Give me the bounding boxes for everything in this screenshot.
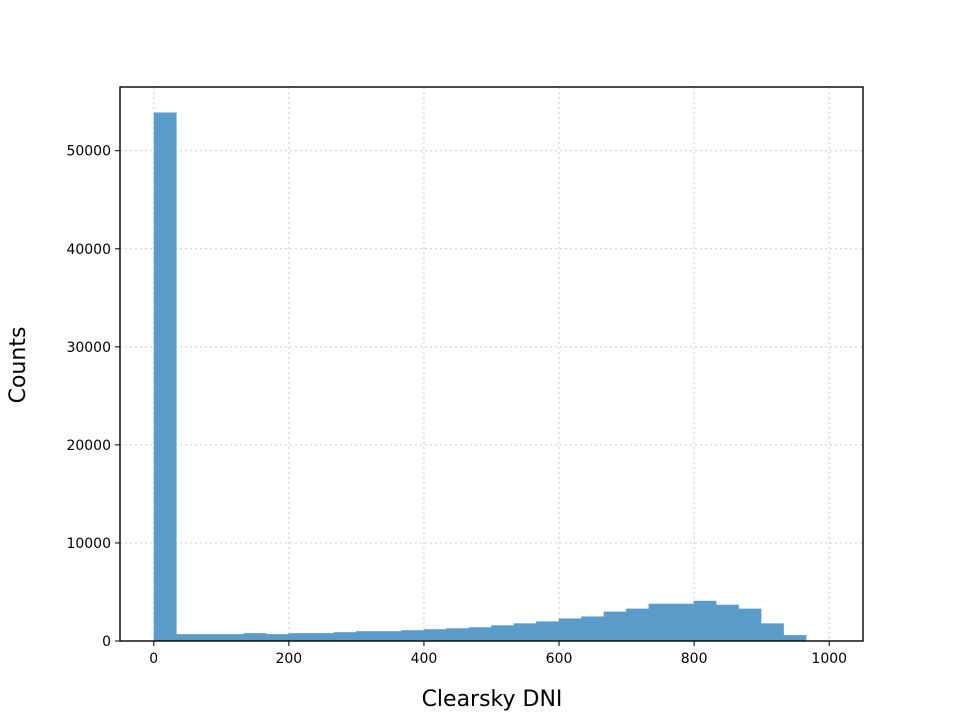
histogram-bar	[423, 629, 447, 641]
histogram-bar	[401, 630, 424, 641]
y-tick-label: 30000	[66, 340, 111, 356]
histogram-bar	[333, 632, 357, 641]
histogram-bar	[536, 621, 559, 641]
x-tick-label: 0	[149, 651, 158, 667]
x-tick-label: 1000	[811, 651, 847, 667]
histogram-bar	[198, 634, 222, 641]
histogram-bar	[648, 603, 672, 641]
histogram-bar	[266, 634, 290, 641]
y-tick-label: 10000	[66, 536, 111, 552]
x-tick-label: 800	[681, 651, 708, 667]
y-tick-label: 0	[102, 634, 111, 650]
x-tick-label: 400	[411, 651, 438, 667]
histogram-bar	[176, 634, 200, 641]
x-axis-label: Clearsky DNI	[422, 687, 563, 712]
x-tick-label: 600	[546, 651, 573, 667]
y-gridlines	[120, 150, 863, 642]
histogram-bar	[581, 616, 604, 641]
y-tick-label: 50000	[66, 144, 111, 160]
histogram-bar	[356, 631, 379, 641]
x-axis-ticks: 0 200 400 600 800 1000	[149, 641, 847, 667]
y-axis-label: Counts	[6, 327, 31, 404]
histogram-bar	[468, 627, 492, 641]
histogram-bar	[446, 628, 469, 641]
y-tick-label: 20000	[66, 438, 111, 454]
y-tick-label: 40000	[66, 242, 111, 258]
histogram-bar	[693, 600, 717, 641]
plot-area-frame	[119, 86, 864, 642]
histogram-bar	[491, 625, 514, 641]
histogram-bar	[558, 618, 582, 641]
x-gridlines	[153, 87, 830, 641]
histogram-bar	[603, 611, 627, 641]
histogram-bar	[378, 631, 402, 641]
y-axis-ticks: 0 10000 20000 30000 40000 50000	[66, 144, 120, 650]
histogram-bar	[513, 623, 537, 641]
histogram-bar	[783, 635, 807, 641]
histogram-bar	[716, 604, 739, 641]
histogram-bars	[153, 112, 807, 642]
histogram-bar	[311, 633, 335, 641]
histogram-bar	[221, 634, 245, 641]
histogram-bar	[243, 633, 267, 641]
histogram-bar	[626, 608, 649, 641]
histogram-bar	[288, 633, 312, 641]
x-tick-label: 200	[275, 651, 302, 667]
histogram-bar	[761, 623, 784, 641]
histogram-bar	[671, 603, 694, 641]
histogram-bar	[153, 112, 177, 642]
histogram-bar	[738, 608, 762, 641]
